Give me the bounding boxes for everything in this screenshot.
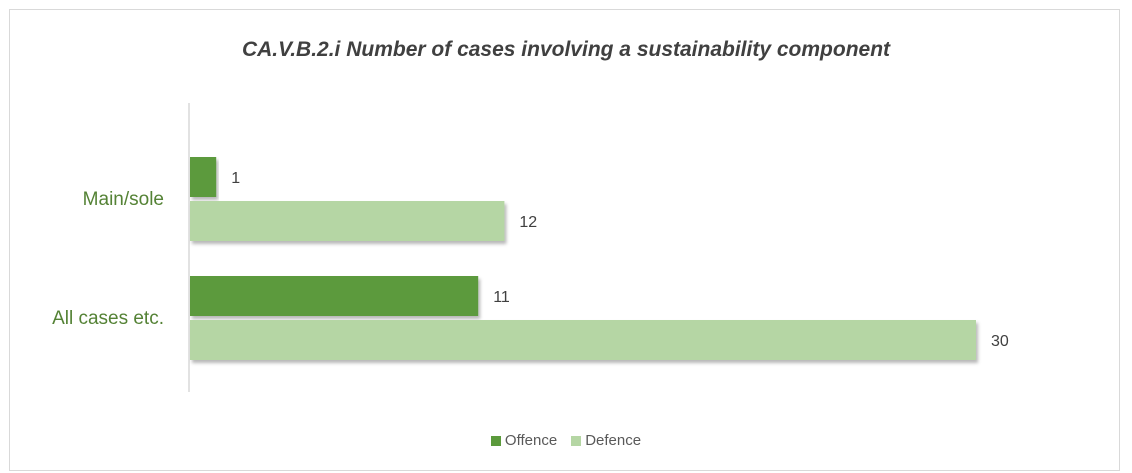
data-label: 30	[991, 333, 1009, 350]
chart-legend: Offence Defence	[0, 432, 1132, 449]
category-label: All cases etc.	[52, 308, 164, 329]
category-label: Main/sole	[83, 189, 164, 210]
data-label: 11	[493, 289, 510, 306]
legend-item-offence[interactable]: Offence	[490, 432, 558, 449]
data-label: 1	[231, 170, 240, 187]
bar-defence[interactable]	[190, 201, 505, 241]
legend-item-defence[interactable]: Defence	[571, 432, 641, 449]
chart-title: CA.V.B.2.i Number of cases involving a s…	[241, 38, 891, 61]
legend-label-defence: Defence	[585, 432, 642, 449]
bar-offence[interactable]	[190, 276, 479, 316]
legend-label-offence: Offence	[504, 432, 558, 449]
data-label: 12	[519, 214, 537, 231]
bar-offence[interactable]	[190, 157, 217, 197]
bar-defence[interactable]	[190, 320, 976, 360]
legend-swatch-defence	[571, 435, 582, 446]
legend-swatch-offence	[490, 435, 501, 446]
